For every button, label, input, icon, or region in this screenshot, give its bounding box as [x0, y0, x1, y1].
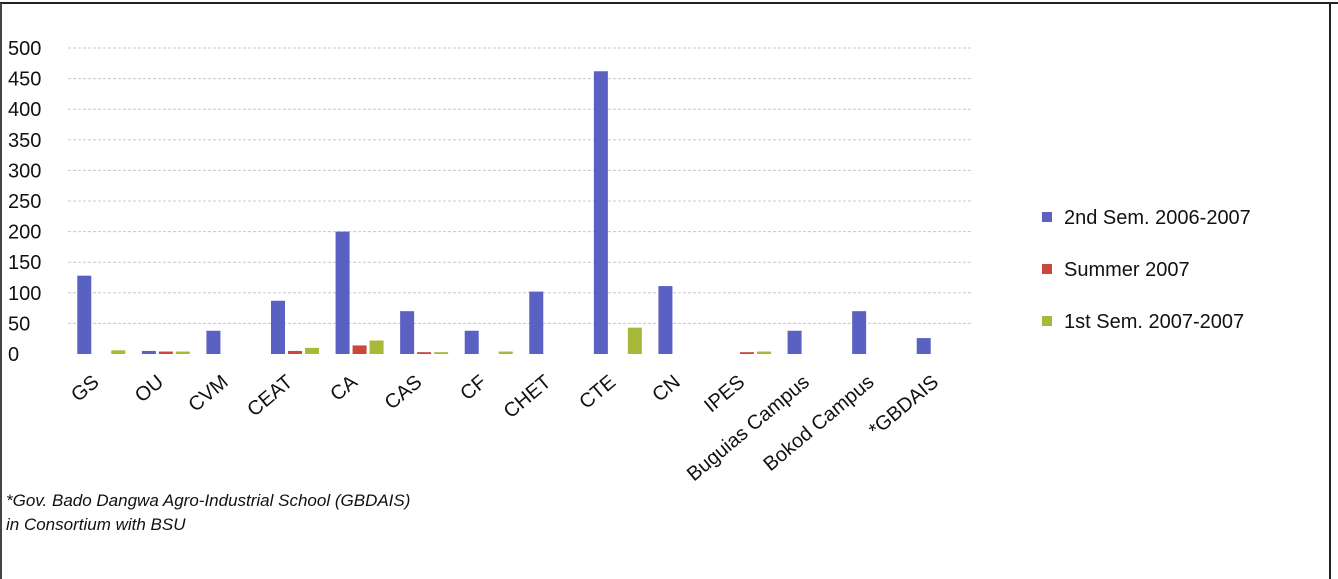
bar-3 — [498, 351, 513, 354]
bar-1 — [464, 330, 479, 354]
legend-swatch — [1042, 264, 1052, 274]
x-category-label: CF — [456, 371, 491, 405]
legend: 2nd Sem. 2006-2007 Summer 2007 1st Sem. 20… — [1042, 207, 1251, 333]
y-tick-label: 200 — [8, 222, 41, 244]
x-category-label: CEAT — [243, 371, 297, 421]
bar-3 — [627, 327, 642, 354]
bar-3 — [175, 351, 190, 354]
x-category-label: OU — [131, 371, 168, 407]
legend-swatch — [1042, 212, 1052, 222]
y-tick-label: 0 — [8, 344, 19, 366]
bar-1 — [787, 330, 802, 354]
bar-1 — [852, 311, 867, 354]
bar-2 — [288, 350, 302, 354]
y-axis-ticks: 0 50 100 150 200 250 300 350 400 450 500 — [8, 38, 41, 366]
x-category-label: CA — [326, 371, 362, 406]
footnote-line-2: in Consortium with BSU — [6, 515, 186, 534]
bar-1 — [916, 338, 931, 354]
gridlines — [68, 47, 972, 324]
bar-3 — [111, 350, 126, 354]
x-category-label: CVM — [184, 371, 232, 416]
bar-1 — [335, 231, 350, 354]
bar-1 — [593, 71, 608, 355]
legend-label: 1st Sem. 2007-2007 — [1064, 311, 1244, 333]
bar-1 — [658, 286, 673, 354]
bar-2 — [740, 352, 754, 354]
bar-1 — [271, 300, 285, 354]
bar-3 — [434, 352, 449, 354]
y-tick-label: 350 — [8, 130, 41, 152]
y-tick-label: 50 — [8, 313, 30, 335]
y-tick-label: 400 — [8, 99, 41, 121]
y-tick-label: 500 — [8, 38, 41, 60]
bar-2 — [158, 351, 173, 354]
footnote-line-1: *Gov. Bado Dangwa Agro-Industrial School… — [6, 491, 411, 510]
y-tick-label: 250 — [8, 191, 41, 213]
x-category-label: CHET — [500, 371, 556, 423]
legend-label: Summer 2007 — [1064, 259, 1190, 281]
bar-1 — [400, 311, 415, 354]
bars — [77, 71, 931, 355]
bar-3 — [757, 351, 771, 354]
legend-label: 2nd Sem. 2006-2007 — [1064, 207, 1251, 229]
x-category-label: CAS — [381, 371, 427, 414]
y-tick-label: 300 — [8, 160, 41, 182]
legend-swatch — [1042, 316, 1052, 326]
bar-1 — [141, 350, 156, 354]
x-category-label: Bokod Campus — [759, 371, 878, 476]
x-category-label: *GBDAIS — [865, 371, 943, 441]
y-tick-label: 100 — [8, 283, 41, 305]
x-category-label: GS — [67, 371, 103, 406]
x-category-label: IPES — [700, 371, 749, 417]
x-category-label: CN — [648, 371, 684, 406]
bar-1 — [206, 330, 221, 354]
footnote: *Gov. Bado Dangwa Agro-Industrial School… — [6, 489, 410, 537]
x-category-label: CTE — [575, 371, 620, 414]
y-tick-label: 450 — [8, 69, 41, 91]
bar-3 — [305, 347, 319, 354]
bar-1 — [529, 291, 544, 354]
bar-2 — [417, 352, 432, 354]
y-tick-label: 150 — [8, 252, 41, 274]
bar-3 — [369, 340, 384, 354]
bar-1 — [77, 275, 92, 354]
bar-2 — [352, 345, 367, 354]
